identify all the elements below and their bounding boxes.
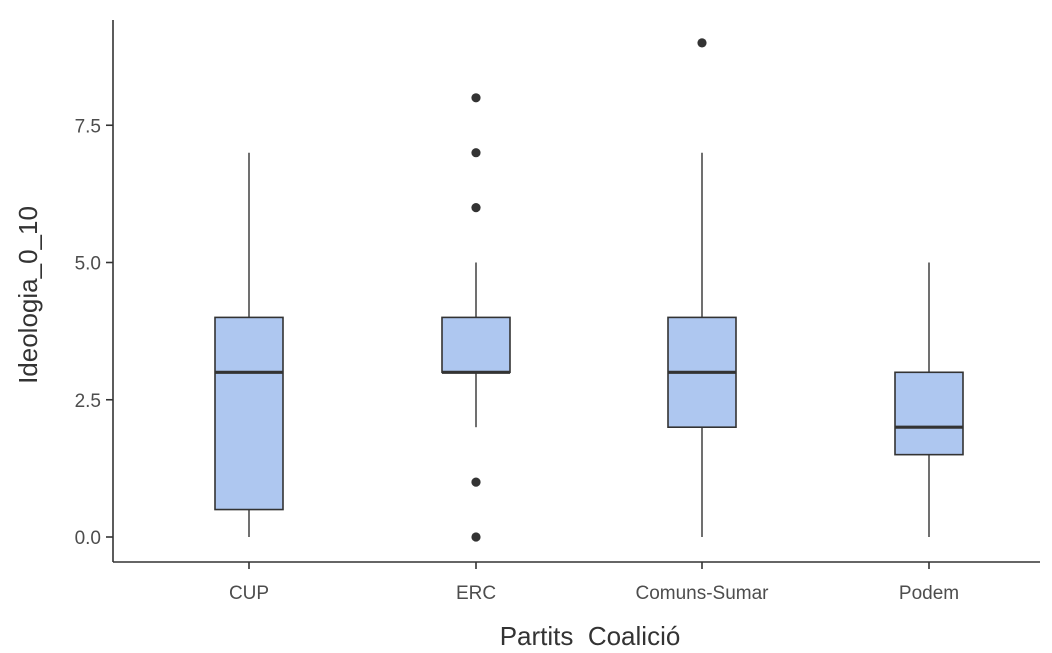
x-axis-title: Partits Coalició <box>500 621 681 651</box>
iqr-box <box>214 316 284 511</box>
outlier-point <box>471 477 481 487</box>
x-tick-label: Podem <box>899 583 959 604</box>
outlier-point <box>471 532 481 542</box>
iqr-box <box>441 316 511 374</box>
axes <box>112 20 1040 563</box>
outlier-point <box>471 203 481 213</box>
outlier-point <box>471 93 481 103</box>
y-tick-label: 0.0 <box>75 528 101 549</box>
box-podem <box>894 262 964 537</box>
y-tick-label: 2.5 <box>75 391 101 412</box>
x-tick-label: ERC <box>456 583 496 604</box>
x-tick-label: Comuns-Sumar <box>635 583 769 604</box>
outlier-point <box>471 148 481 158</box>
box-cup <box>214 152 284 537</box>
x-axis-ticks: CUP ERC Comuns-Sumar Podem <box>229 562 959 604</box>
iqr-box <box>894 371 964 456</box>
y-tick-label: 5.0 <box>75 254 101 275</box>
box-comuns-sumar <box>667 38 737 537</box>
y-axis-title: Ideologia_0_10 <box>13 206 43 384</box>
y-tick-label: 7.5 <box>75 116 101 137</box>
box-erc <box>441 93 511 542</box>
plot-marks <box>214 38 964 542</box>
x-tick-label: CUP <box>229 583 269 604</box>
outlier-point <box>697 38 707 48</box>
y-axis-ticks: 0.0 2.5 5.0 7.5 <box>75 116 113 549</box>
